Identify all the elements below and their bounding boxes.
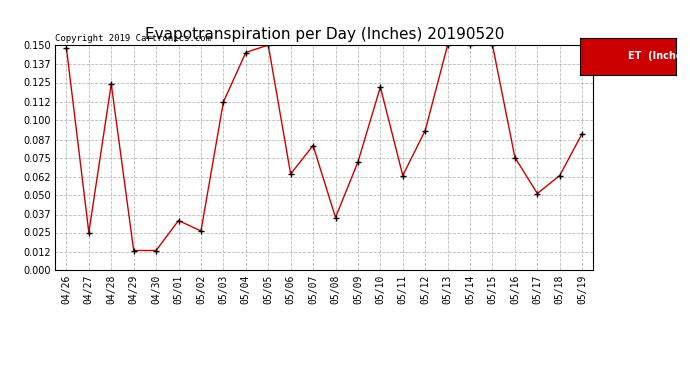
Text: Copyright 2019 Cartronics.com: Copyright 2019 Cartronics.com: [55, 34, 211, 43]
Text: ET  (Inches): ET (Inches): [628, 51, 690, 61]
Title: Evapotranspiration per Day (Inches) 20190520: Evapotranspiration per Day (Inches) 2019…: [145, 27, 504, 42]
